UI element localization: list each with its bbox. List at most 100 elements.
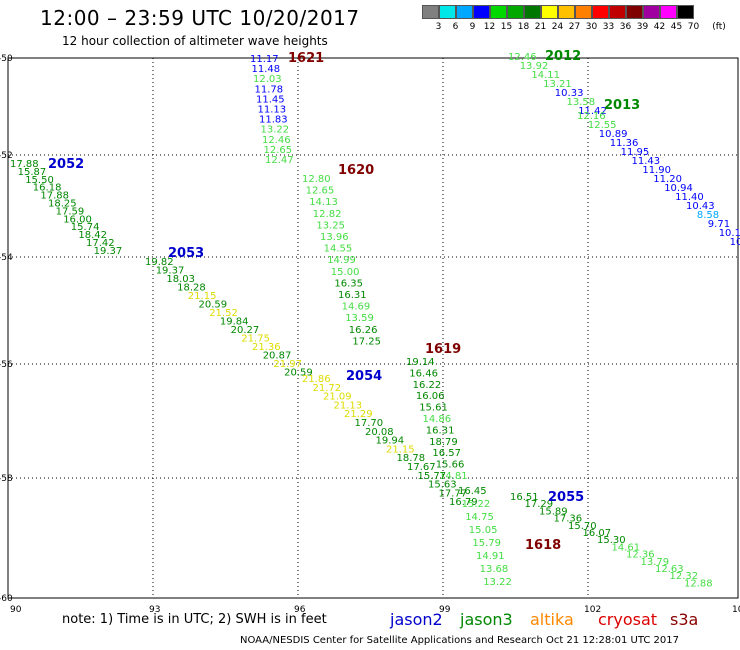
wave-height-value: 15.05 [469,525,498,536]
legend-label: 36 [619,22,632,32]
satellite-label: jason2 [390,610,443,629]
wave-height-value: 11.95 [621,147,650,158]
legend-label: 30 [585,22,598,32]
legend-label: 27 [568,22,581,32]
wave-height-value: 19.14 [406,357,435,368]
wave-height-value: 15.22 [462,499,491,510]
wave-height-value: 17.42 [86,238,115,249]
map-frame [7,57,739,599]
wave-height-value: 10.94 [664,183,693,194]
wave-height-value: 10. [730,237,740,248]
wave-height-value: 18.03 [166,274,195,285]
pass-label: 1620 [338,163,374,178]
wave-height-value: 11.13 [258,105,287,116]
wave-height-value: 15.74 [71,222,100,233]
wave-height-value: 12.47 [265,155,294,166]
legend-label: 33 [602,22,615,32]
wave-height-value: 17.77 [439,488,468,499]
pass-label: 2052 [48,157,84,172]
lat-tick-label: -60 [0,594,13,604]
lon-tick-label: 96 [294,605,306,615]
lon-tick-label: 102 [584,605,601,615]
wave-height-value: 16.51 [510,492,539,503]
legend-label: 9 [469,22,476,32]
wave-height-value: 11.48 [252,64,281,75]
wave-height-value: 18.28 [177,283,206,294]
wave-height-value: 11.17 [250,54,279,65]
wave-height-value: 13.58 [567,97,596,108]
legend-label: 21 [534,22,547,32]
wave-height-value: 15.87 [18,167,47,178]
satellite-label: jason3 [460,610,513,629]
wave-height-value: 15.63 [428,480,457,491]
wave-height-value: 21.52 [209,308,238,319]
wave-height-value: 14.69 [342,302,371,313]
wave-height-value: 19.84 [220,317,249,328]
wave-height-value: 12.88 [684,578,713,589]
legend-label: 24 [551,22,564,32]
lat-tick-label: -54 [0,253,13,263]
wave-height-value: 19.37 [156,266,185,277]
wave-height-value: 11.43 [632,156,661,167]
wave-height-value: 12.46 [508,52,537,63]
wave-height-value: 13.22 [261,125,290,136]
wave-height-value: 15.61 [419,403,448,414]
wave-height-value: 16.57 [432,448,461,459]
wave-height-value: 21.13 [334,400,363,411]
legend-swatch [575,5,592,19]
lat-tick-label: -52 [0,151,13,161]
wave-height-value: 13.25 [316,220,345,231]
wave-height-value: 14.75 [465,512,494,523]
wave-height-value: 10.17 [719,228,740,239]
legend-label: 42 [653,22,666,32]
wave-height-value: 17.25 [352,336,381,347]
wave-height-value: 21.09 [323,392,352,403]
legend-swatch [558,5,575,19]
wave-height-value: 17.70 [355,418,384,429]
wave-height-value: 15.79 [472,538,501,549]
wave-height-value: 11.90 [642,165,671,176]
legend-label: 12 [483,22,496,32]
pass-label: 1619 [425,342,461,357]
lon-tick-label: 105 [732,605,740,615]
legend-swatch [473,5,490,19]
lat-tick-label: -50 [0,54,13,64]
wave-height-value: 14.13 [309,197,338,208]
legend-swatch [490,5,507,19]
wave-height-value: 16.46 [409,368,438,379]
wave-height-value: 12.65 [306,186,335,197]
pass-label: 2013 [604,98,640,113]
wave-height-value: 16.26 [349,325,378,336]
wave-height-value: 16.45 [458,486,487,497]
wave-height-value: 15.66 [436,460,465,471]
legend-label: 6 [452,22,459,32]
wave-height-value: 21.72 [313,383,342,394]
legend-swatch [541,5,558,19]
pass-label: 1618 [525,538,561,553]
wave-height-value: 14.55 [324,244,353,255]
wave-height-value: 15.77 [418,471,447,482]
wave-height-value: 16.07 [583,528,612,539]
wave-height-value: 10.43 [686,201,715,212]
legend-swatch [456,5,473,19]
wave-height-value: 15.50 [25,175,54,186]
wave-height-value: 20.87 [263,351,292,362]
wave-height-value: 11.20 [653,174,682,185]
wave-height-value: 10.89 [599,129,628,140]
wave-height-value: 21.36 [252,342,281,353]
legend-swatch [677,5,694,19]
footer-note: note: 1) Time is in UTC; 2) SWH is in fe… [62,612,327,627]
pass-label: 2055 [548,490,584,505]
wave-height-value: 19.37 [94,246,123,257]
wave-height-value: 11.83 [259,115,288,126]
wave-height-value: 12.16 [577,111,606,122]
wave-height-value: 11.40 [675,192,704,203]
wave-height-value: 9.71 [708,219,730,230]
pass-label: 2012 [545,49,581,64]
wave-height-value: 18.79 [429,437,458,448]
wave-height-value: 18.78 [397,453,426,464]
wave-height-value: 21.97 [273,359,302,370]
legend-swatch [660,5,677,19]
legend-swatch [524,5,541,19]
